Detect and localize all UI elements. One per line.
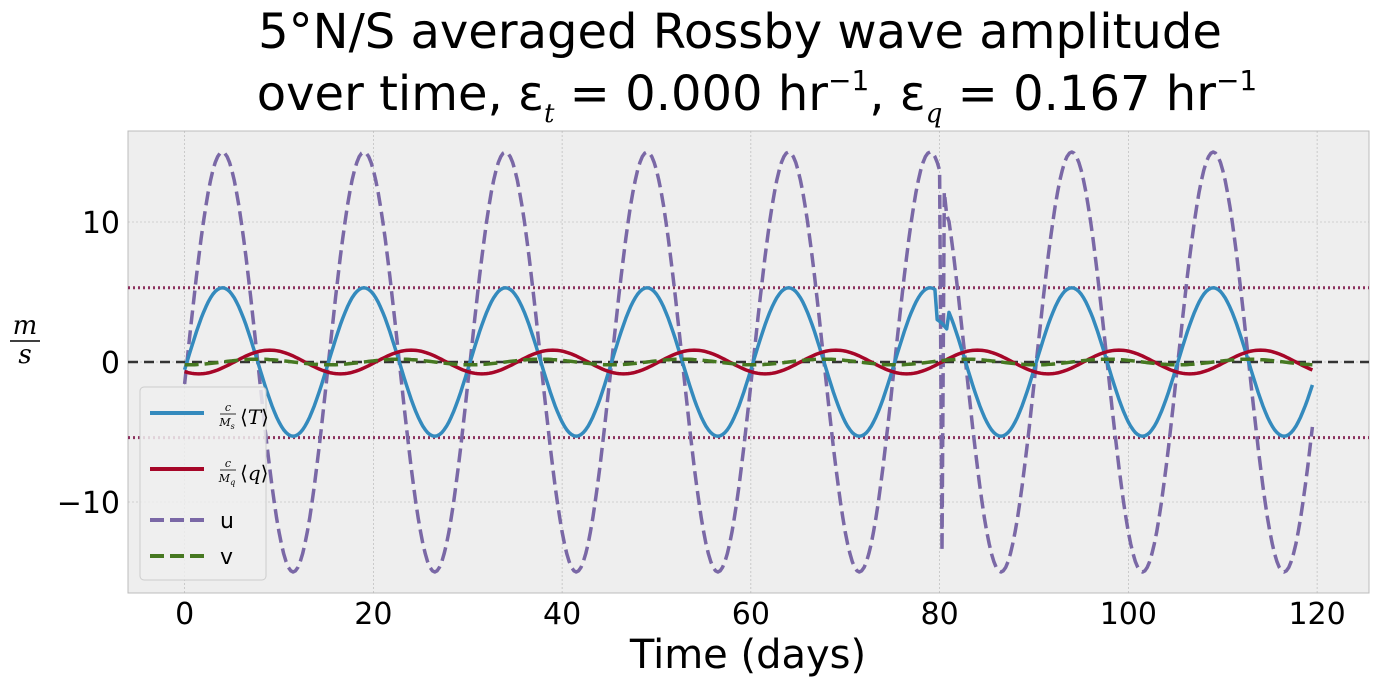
svg-text:m: m [13,311,38,341]
series-v [184,357,1313,367]
y-tick-label: 0 [101,346,120,381]
chart-title-line2: over time, εt = 0.000 hr−1, εq = 0.167 h… [257,64,1257,129]
legend-box [139,386,267,581]
chart-title-line1: 5°N/S averaged Rossby wave amplitude [258,4,1222,60]
y-axis-label: m s [10,311,40,370]
x-tick-label: 20 [354,597,392,632]
x-axis-label: Time (days) [629,632,866,678]
x-tick-label: 100 [1100,597,1157,632]
x-tick-label: 60 [732,597,770,632]
x-tick-label: 40 [543,597,581,632]
svg-text:⟨q⟩: ⟨q⟩ [240,461,268,485]
series-u [182,150,1315,574]
series-T [182,286,1315,438]
legend: c Ms ⟨T⟩ c Mq ⟨q⟩ u v [139,386,269,581]
legend-label-q: c Mq ⟨q⟩ [218,457,269,487]
reference-lines [128,286,1369,440]
svg-text:s: s [18,340,31,370]
x-tick-label: 80 [921,597,959,632]
svg-text:⟨T⟩: ⟨T⟩ [240,405,269,429]
series [182,150,1315,574]
x-tick-label: 0 [175,597,194,632]
series-q [184,348,1314,376]
legend-label-T: c Ms ⟨T⟩ [218,401,269,431]
x-tick-label: 120 [1288,597,1345,632]
y-tick-label: 10 [82,206,120,241]
grid [128,131,1369,593]
legend-label-u: u [220,509,234,534]
legend-label-v: v [220,545,233,570]
svg-text:c: c [225,457,231,470]
y-tick-label: −10 [57,486,120,521]
svg-text:c: c [225,401,231,414]
tick-labels: 0 20 40 60 80 100 120 −10 0 10 [57,206,1346,632]
